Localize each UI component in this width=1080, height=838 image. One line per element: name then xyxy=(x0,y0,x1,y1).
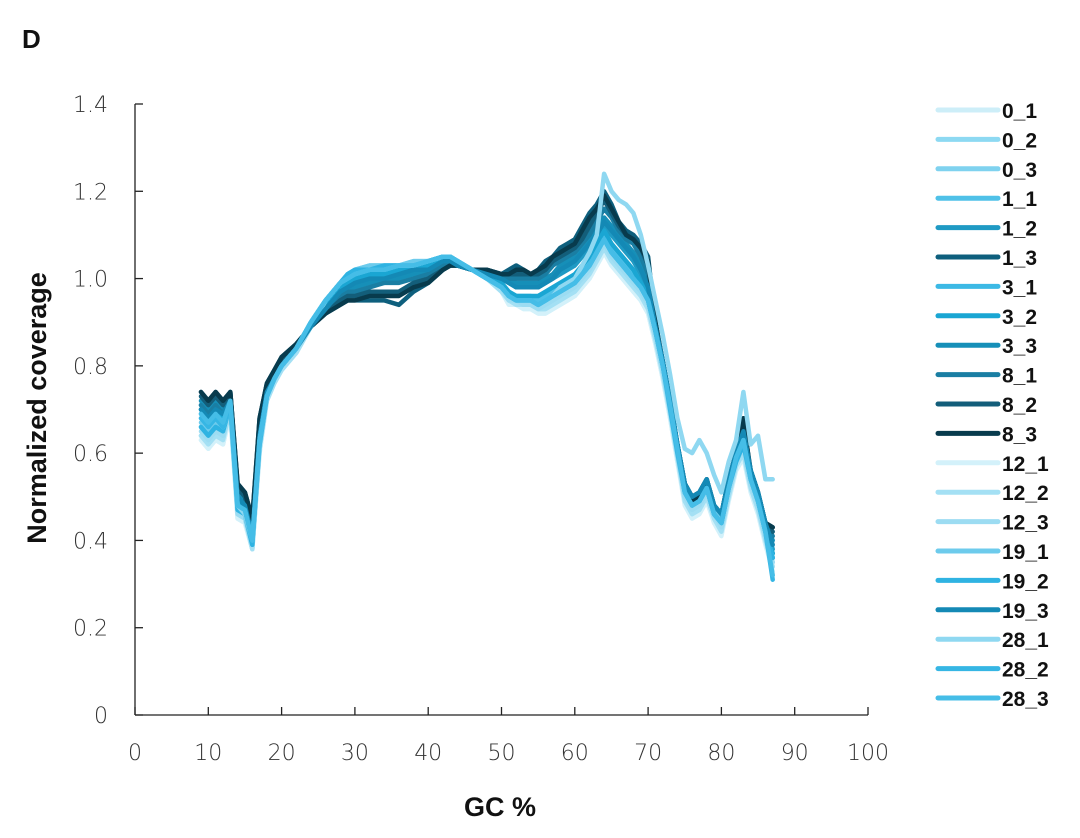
x-tick-label: 30 xyxy=(341,741,369,766)
x-tick-label: 40 xyxy=(414,741,442,766)
legend-label: 0_2 xyxy=(1002,129,1037,152)
legend-label: 19_3 xyxy=(1002,600,1049,623)
legend-label: 12_3 xyxy=(1002,512,1049,535)
legend-item: 1_3 xyxy=(935,247,1037,270)
x-tick-label: 80 xyxy=(707,741,735,766)
legend-label: 12_1 xyxy=(1002,453,1049,476)
x-axis-title: GC % xyxy=(464,792,536,822)
legend-item: 3_2 xyxy=(935,306,1037,329)
legend-item: 0_1 xyxy=(935,100,1037,123)
series-line-28-2 xyxy=(198,237,775,582)
legend-item: 12_1 xyxy=(935,453,1049,476)
y-tick-label: 0.2 xyxy=(73,617,108,642)
legend-label: 0_1 xyxy=(1002,100,1037,123)
legend-label: 8_1 xyxy=(1002,365,1037,388)
legend-item: 28_1 xyxy=(935,629,1049,652)
legend-label: 28_3 xyxy=(1002,688,1049,711)
series-line-12-1 xyxy=(198,250,775,574)
legend-label: 8_3 xyxy=(1002,423,1037,446)
legend-label: 1_2 xyxy=(1002,218,1037,241)
y-axis-title: Normalized coverage xyxy=(22,272,52,544)
legend-label: 3_1 xyxy=(1002,276,1037,299)
x-tick-label: 0 xyxy=(128,741,142,766)
y-tick-label: 0.4 xyxy=(73,529,108,554)
legend-item: 28_2 xyxy=(935,659,1049,682)
legend: 0_1 0_2 0_3 1_1 1_2 1_3 3_1 3_2 3_3 8_1 8_2 8_3 12_1… xyxy=(935,100,1049,711)
series-line-8-3 xyxy=(198,193,775,530)
x-tick-label: 70 xyxy=(634,741,662,766)
x-ticks: 0 10 20 30 40 50 60 70 80 90 100 xyxy=(128,707,889,766)
legend-label: 0_3 xyxy=(1002,159,1037,182)
legend-item: 19_3 xyxy=(935,600,1049,623)
legend-item: 8_3 xyxy=(935,423,1037,446)
legend-item: 8_2 xyxy=(935,394,1037,417)
legend-item: 12_3 xyxy=(935,512,1049,535)
series-line-0-1 xyxy=(198,250,775,569)
y-tick-label: 0.6 xyxy=(73,442,108,467)
legend-item: 1_2 xyxy=(935,218,1037,241)
x-tick-label: 90 xyxy=(781,741,809,766)
y-tick-label: 1.2 xyxy=(73,180,108,205)
legend-label: 19_2 xyxy=(1002,570,1049,593)
legend-label: 1_3 xyxy=(1002,247,1037,270)
legend-label: 19_1 xyxy=(1002,541,1049,564)
legend-label: 28_1 xyxy=(1002,629,1049,652)
x-tick-label: 20 xyxy=(268,741,296,766)
legend-item: 3_3 xyxy=(935,335,1037,358)
legend-item: 1_1 xyxy=(935,188,1037,211)
x-tick-label: 60 xyxy=(561,741,589,766)
legend-label: 1_1 xyxy=(1002,188,1037,211)
legend-item: 0_2 xyxy=(935,129,1037,152)
series-lines xyxy=(198,171,775,582)
legend-item: 28_3 xyxy=(935,688,1049,711)
legend-item: 3_1 xyxy=(935,276,1037,299)
axes xyxy=(134,104,868,716)
y-tick-label: 0.8 xyxy=(73,355,108,380)
legend-item: 0_3 xyxy=(935,159,1037,182)
y-tick-label: 1.4 xyxy=(73,93,108,118)
legend-item: 8_1 xyxy=(935,365,1037,388)
y-tick-label: 0 xyxy=(94,704,108,729)
legend-label: 12_2 xyxy=(1002,482,1049,505)
legend-item: 19_2 xyxy=(935,570,1049,593)
y-tick-label: 1.0 xyxy=(73,268,108,293)
panel-label: D xyxy=(22,24,41,54)
x-tick-label: 100 xyxy=(847,741,889,766)
series-line-28-3 xyxy=(198,237,775,578)
x-tick-label: 10 xyxy=(194,741,222,766)
legend-label: 3_2 xyxy=(1002,306,1037,329)
x-tick-label: 50 xyxy=(488,741,516,766)
legend-label: 8_2 xyxy=(1002,394,1037,417)
series-line-12-2 xyxy=(198,245,775,569)
y-ticks: 0 0.2 0.4 0.6 0.8 1.0 1.2 1.4 xyxy=(73,93,143,729)
legend-label: 3_3 xyxy=(1002,335,1037,358)
series-line-12-3 xyxy=(198,241,775,565)
legend-item: 19_1 xyxy=(935,541,1049,564)
legend-label: 28_2 xyxy=(1002,659,1049,682)
series-line-0-2 xyxy=(198,245,775,565)
legend-item: 12_2 xyxy=(935,482,1049,505)
